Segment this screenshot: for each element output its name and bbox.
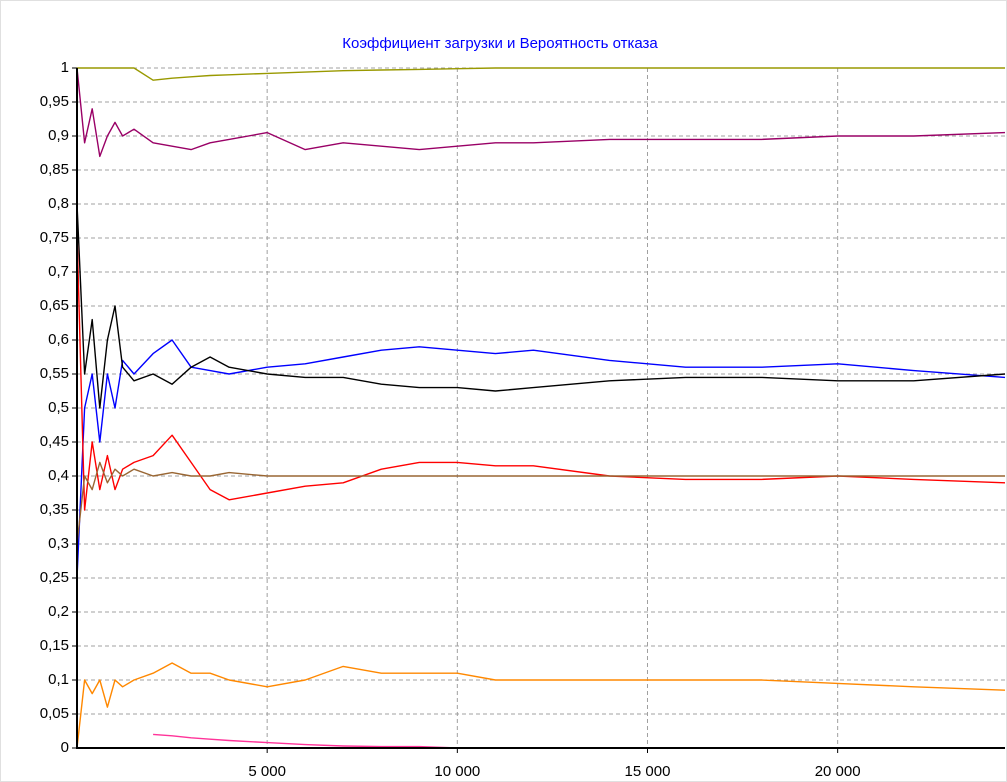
y-tick-label: 0,4 bbox=[48, 467, 69, 484]
y-tick-label: 0,8 bbox=[48, 195, 69, 212]
series-line bbox=[76, 662, 1006, 749]
series-line bbox=[76, 203, 1006, 409]
x-tick-label: 10 000 bbox=[434, 763, 480, 780]
x-tick-label: 5 000 bbox=[248, 763, 286, 780]
y-tick-label: 0,45 bbox=[40, 433, 69, 450]
y-tick-label: 0,6 bbox=[48, 331, 69, 348]
y-tick-label: 0,25 bbox=[40, 569, 69, 586]
y-tick-label: 0,9 bbox=[48, 127, 69, 144]
series-line bbox=[76, 231, 1006, 511]
y-tick-label: 0,65 bbox=[40, 297, 69, 314]
y-tick-label: 0,75 bbox=[40, 229, 69, 246]
y-tick-label: 0 bbox=[61, 739, 69, 756]
chart-title: Коэффициент загрузки и Вероятность отказ… bbox=[342, 35, 658, 52]
x-tick-label: 15 000 bbox=[625, 763, 671, 780]
y-tick-label: 0,3 bbox=[48, 535, 69, 552]
y-tick-label: 0,35 bbox=[40, 501, 69, 518]
series-line bbox=[76, 67, 1006, 158]
y-tick-label: 0,85 bbox=[40, 161, 69, 178]
y-tick-label: 0,05 bbox=[40, 705, 69, 722]
y-tick-label: 0,15 bbox=[40, 637, 69, 654]
series-line bbox=[77, 67, 1005, 81]
y-tick-label: 0,55 bbox=[40, 365, 69, 382]
y-tick-label: 1 bbox=[61, 59, 69, 76]
y-tick-label: 0,2 bbox=[48, 603, 69, 620]
series-line bbox=[76, 339, 1006, 579]
y-tick-label: 0,95 bbox=[40, 93, 69, 110]
y-tick-label: 0,1 bbox=[48, 671, 69, 688]
y-tick-label: 0,5 bbox=[48, 399, 69, 416]
y-tick-label: 0,7 bbox=[48, 263, 69, 280]
series-line bbox=[76, 461, 1005, 545]
x-tick-label: 20 000 bbox=[815, 763, 861, 780]
